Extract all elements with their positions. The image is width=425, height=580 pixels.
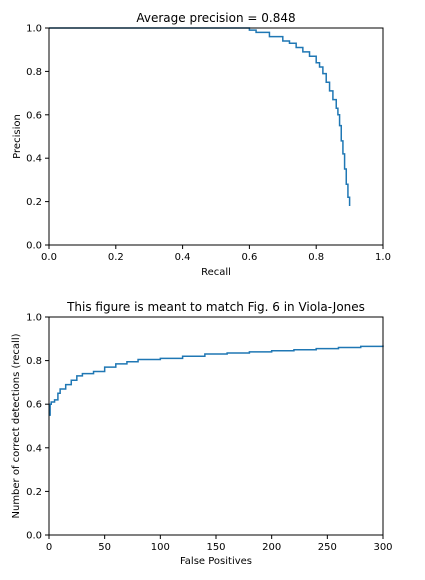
chart1-series-group	[49, 27, 351, 206]
chart1-y-tick-label: 1.0	[26, 24, 42, 35]
chart1-series-line-0	[49, 27, 351, 206]
chart1-y-tick-label: 0.6	[26, 110, 42, 121]
chart-precision-recall: Average precision = 0.848 0.0 0.2 0.4 0.6 0.…	[12, 11, 391, 278]
chart2-series-line-0	[49, 345, 384, 416]
chart2-y-tick-label: 0.0	[26, 531, 42, 542]
chart-detections-vs-false-positives: This figure is meant to match Fig. 6 in …	[11, 300, 393, 567]
chart1-y-tick-label: 0.0	[26, 241, 42, 252]
chart2-y-tick-label: 1.0	[26, 313, 42, 324]
chart2-y-tick-label: 0.6	[26, 400, 42, 411]
chart1-x-tick-label: 0.2	[108, 252, 124, 263]
chart2-x-tick-label: 250	[318, 542, 337, 553]
chart1-x-ticks: 0.0 0.2 0.4 0.6 0.8 1.0	[41, 245, 391, 263]
chart1-x-tick-label: 0.4	[175, 252, 191, 263]
chart1-y-tick-label: 0.4	[26, 154, 42, 165]
chart1-x-axis-label: Recall	[201, 267, 231, 278]
chart2-y-tick-label: 0.2	[26, 487, 42, 498]
chart2-y-axis-label: Number of correct detections (recall)	[11, 333, 22, 518]
chart2-y-tick-label: 0.8	[26, 356, 42, 367]
chart1-x-tick-label: 0.0	[41, 252, 57, 263]
chart2-x-tick-label: 150	[206, 542, 225, 553]
chart1-frame	[48, 27, 384, 246]
chart1-y-ticks: 0.0 0.2 0.4 0.6 0.8 1.0	[26, 24, 49, 252]
chart1-y-tick-label: 0.8	[26, 67, 42, 78]
chart1-y-tick-label: 0.2	[26, 197, 42, 208]
chart2-y-tick-label: 0.4	[26, 443, 42, 454]
chart2-y-ticks: 0.0 0.2 0.4 0.6 0.8 1.0	[26, 313, 49, 542]
chart2-title: This figure is meant to match Fig. 6 in …	[66, 300, 365, 314]
chart2-x-tick-label: 100	[151, 542, 170, 553]
chart2-x-tick-label: 200	[262, 542, 281, 553]
chart1-x-tick-label: 1.0	[375, 252, 391, 263]
chart1-y-axis-label: Precision	[12, 114, 23, 159]
chart1-x-tick-label: 0.8	[308, 252, 324, 263]
chart2-x-tick-label: 0	[46, 542, 52, 553]
chart2-series-group	[49, 345, 384, 416]
chart2-x-axis-label: False Positives	[180, 556, 252, 567]
chart2-x-ticks: 0 50 100 150 200 250 300	[46, 535, 393, 553]
chart1-x-tick-label: 0.6	[241, 252, 257, 263]
chart1-title: Average precision = 0.848	[136, 11, 295, 25]
chart2-x-tick-label: 50	[98, 542, 111, 553]
chart2-x-tick-label: 300	[373, 542, 392, 553]
